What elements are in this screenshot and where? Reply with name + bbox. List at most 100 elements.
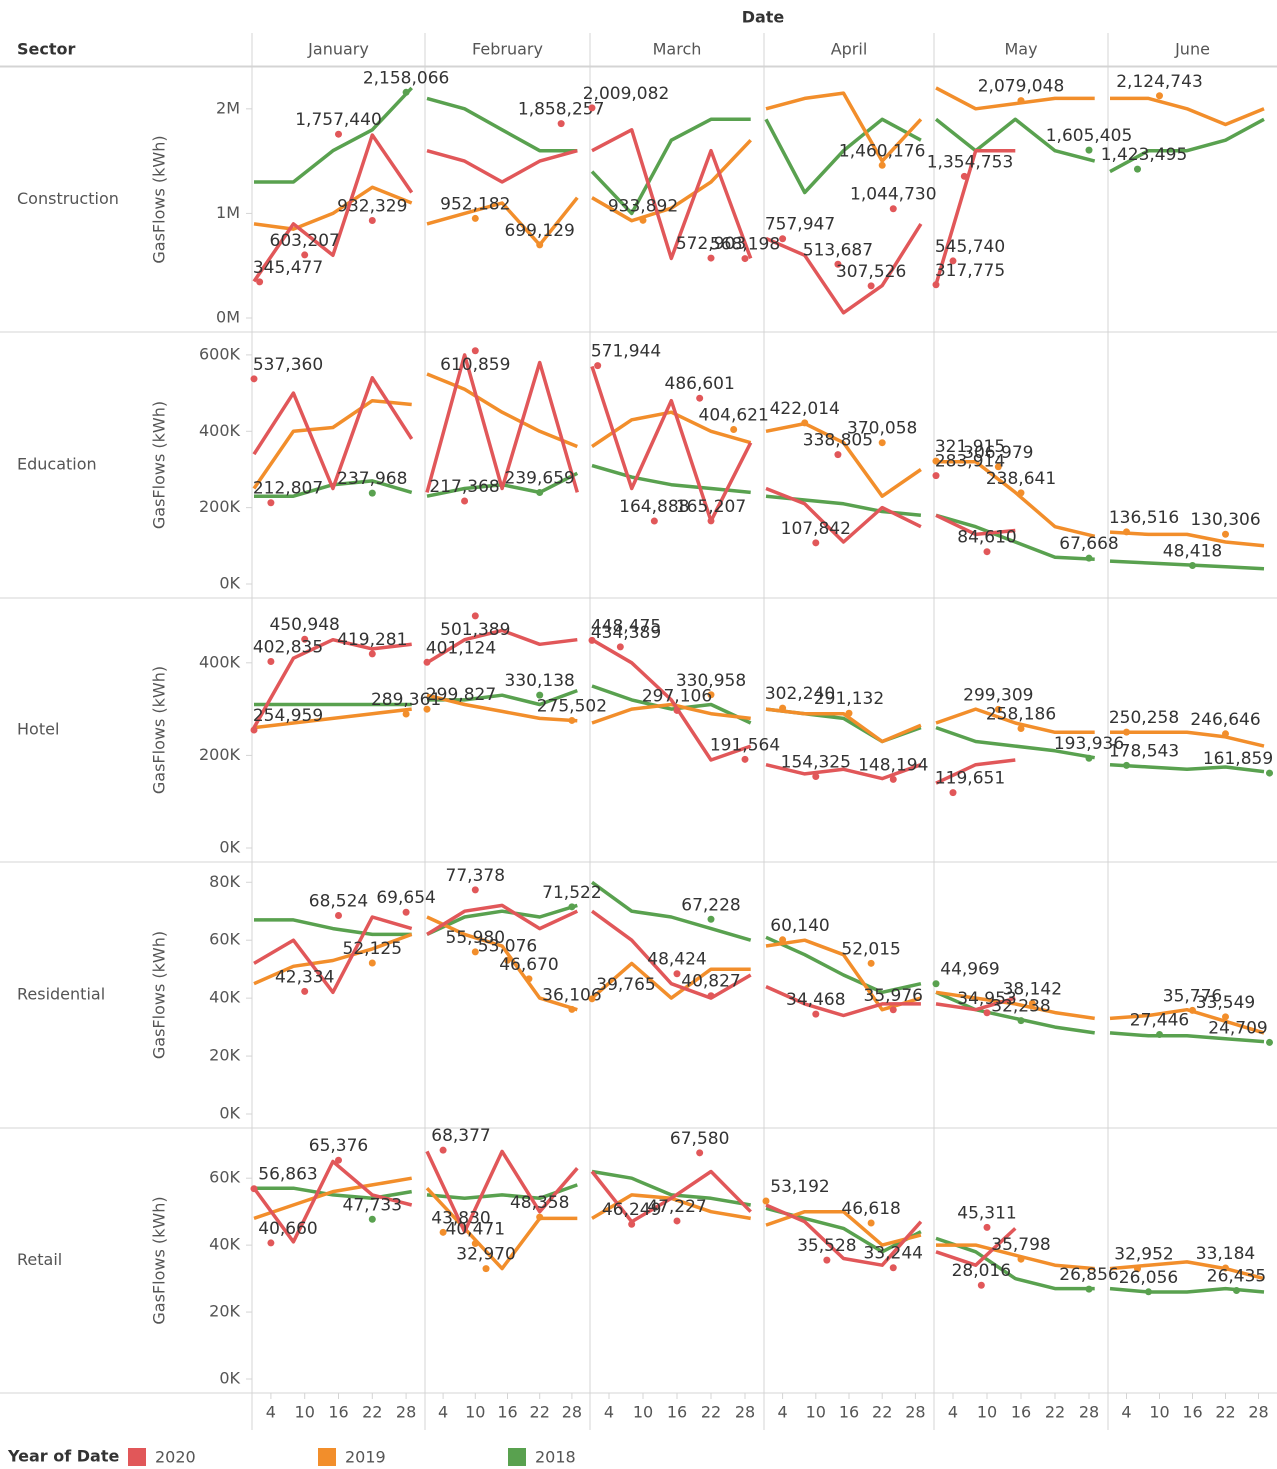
data-label: 933,892 [608,196,678,216]
data-label: 404,621 [699,406,769,426]
series-line [426,903,578,936]
data-label: 24,709 [1208,1018,1267,1038]
x-tick-label: 4 [778,1403,788,1422]
legend-label: 2018 [535,1448,576,1467]
row-label: Residential [17,985,105,1004]
data-label: 44,969 [940,960,999,980]
data-label: 67,228 [681,895,740,915]
data-label: 52,125 [343,939,402,959]
x-tick-label: 10 [295,1403,315,1422]
label-point [1134,1265,1141,1273]
data-label: 370,058 [847,419,917,439]
label-point [1085,1285,1093,1293]
x-tick-label: 28 [1248,1403,1268,1422]
data-label: 297,106 [642,686,712,706]
label-point [256,278,264,286]
label-point [439,1228,447,1236]
data-label: 53,192 [770,1177,829,1197]
data-label: 42,334 [275,967,334,987]
series-line [426,196,579,247]
data-label: 434,389 [591,623,661,643]
label-point [977,1281,985,1289]
data-label: 1,605,405 [1046,126,1133,146]
column-header: April [831,40,868,59]
x-tick-label: 22 [701,1403,721,1422]
label-point [949,789,957,797]
series-line [591,702,751,725]
label-point [557,120,565,128]
series-line [591,1169,751,1207]
column-header: January [307,40,369,59]
data-label: 1,044,730 [850,185,937,205]
data-label: 107,842 [781,519,851,539]
y-tick-label: 0K [219,1104,240,1123]
x-tick-label: 4 [604,1403,614,1422]
series-line [590,880,752,942]
data-label: 154,325 [781,753,851,773]
data-label: 258,186 [986,704,1056,724]
y-tick-label: 0K [219,1369,240,1388]
label-point [983,1009,991,1017]
data-label: 537,360 [253,355,323,375]
data-label: 275,502 [537,696,607,716]
series-line [591,463,751,495]
data-label: 68,524 [309,892,368,912]
y-axis-title: GasFlows (kWh) [150,666,169,794]
label-point [812,1010,820,1018]
series-line [765,421,922,498]
label-point [878,161,886,169]
series-line [936,460,1096,539]
data-label: 401,124 [426,638,496,658]
data-label: 239,659 [505,468,575,488]
label-point [628,1220,636,1228]
series-line [253,185,413,231]
data-label: 165,207 [676,497,746,517]
label-point [536,1213,544,1221]
series-line [1109,762,1265,774]
data-label: 130,306 [1190,510,1260,530]
data-label: 291,132 [814,689,884,709]
series-line [765,762,922,781]
data-label: 27,446 [1130,1011,1189,1031]
y-tick-label: 20K [209,1046,240,1065]
label-point [439,1146,447,1154]
data-label: 419,281 [337,630,407,650]
series-line [935,725,1095,760]
label-point [471,948,479,956]
data-label: 1,858,257 [518,100,605,120]
series-line [253,1176,412,1221]
data-label: 68,377 [431,1126,490,1146]
series-line [935,758,1016,785]
data-label: 307,526 [836,262,906,282]
data-label: 53,076 [478,936,537,956]
series-line [252,398,412,490]
x-tick-label: 22 [1215,1403,1235,1422]
series-line [935,1236,1095,1291]
data-label: 299,309 [963,685,1033,705]
data-label: 32,238 [991,997,1050,1017]
data-label: 191,564 [710,735,780,755]
x-tick-label: 10 [465,1403,485,1422]
data-label: 35,528 [797,1236,856,1256]
label-point [1028,1000,1036,1008]
chart-title: Date [742,8,785,27]
data-label: 330,958 [676,671,746,691]
series-line [935,513,1095,561]
label-point [673,970,681,978]
legend-label: 2020 [155,1448,196,1467]
label-point [536,488,544,496]
data-label: 67,580 [670,1129,729,1149]
data-label: 330,138 [505,671,575,691]
label-point [1266,1038,1273,1046]
data-label: 47,227 [647,1197,706,1217]
data-label: 39,765 [596,975,655,995]
label-point [471,214,479,222]
label-point [1145,1288,1152,1296]
label-point [471,347,479,355]
label-point [267,499,275,507]
series-line [254,1186,412,1201]
x-tick-label: 16 [839,1403,859,1422]
data-label: 1,354,753 [927,152,1014,172]
series-line [935,707,1095,735]
data-label: 35,798 [991,1235,1050,1255]
